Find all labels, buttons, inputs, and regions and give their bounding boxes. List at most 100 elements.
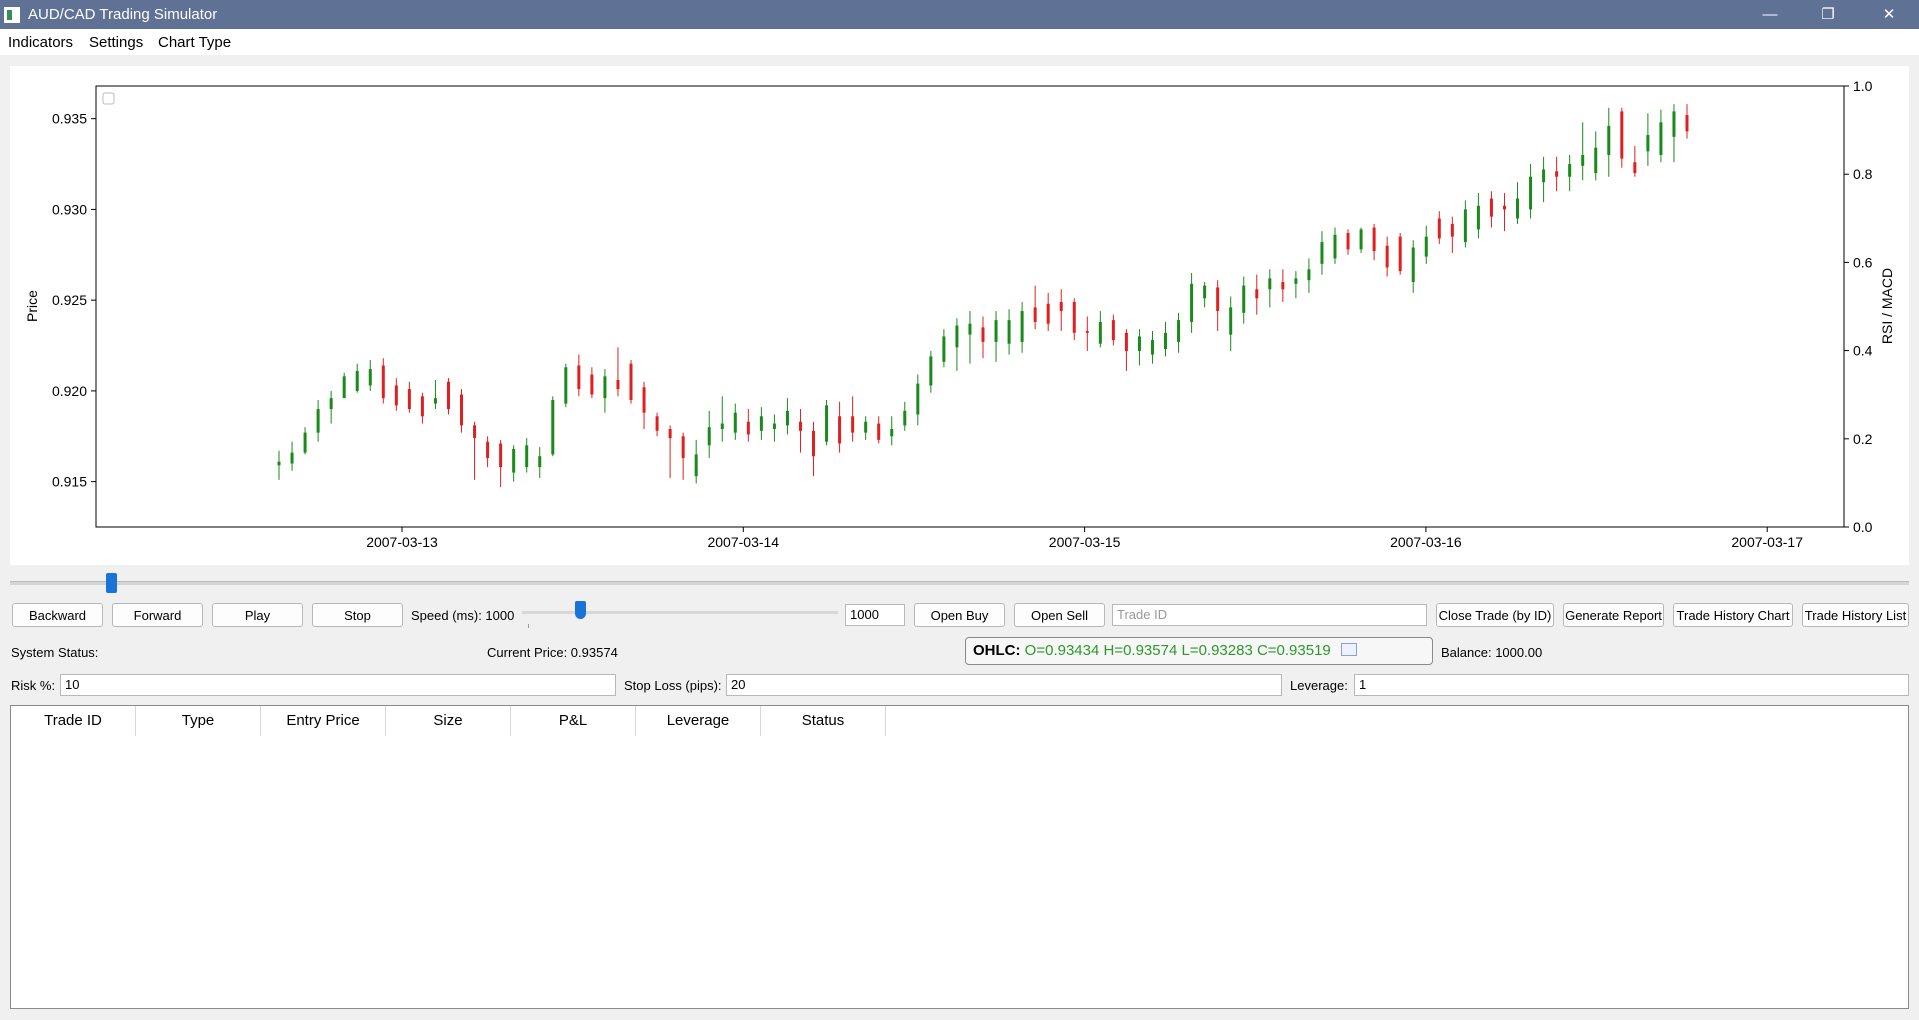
menu-chart-type[interactable]: Chart Type: [158, 34, 232, 51]
timeline-slider[interactable]: [10, 581, 1909, 585]
generate-report-button[interactable]: Generate Report: [1563, 603, 1664, 627]
trade-history-list-button[interactable]: Trade History List: [1802, 603, 1909, 627]
play-button[interactable]: Play: [212, 603, 303, 627]
candle-body: [890, 429, 894, 437]
candle-body: [1476, 205, 1480, 230]
leverage-label: Leverage:: [1290, 678, 1348, 693]
column-header-type[interactable]: Type: [136, 706, 261, 736]
candle-up: [538, 447, 542, 478]
column-header-leverage[interactable]: Leverage: [636, 706, 761, 736]
candle-body: [1542, 169, 1546, 183]
legend-checkbox[interactable]: [102, 92, 115, 105]
menu-settings[interactable]: Settings: [89, 34, 144, 51]
column-header-entry-price[interactable]: Entry Price: [261, 706, 386, 736]
trade-id-input[interactable]: Trade ID: [1112, 604, 1427, 626]
column-header-size[interactable]: Size: [386, 706, 511, 736]
candle-up: [277, 450, 281, 480]
trade-history-chart-button[interactable]: Trade History Chart: [1673, 603, 1793, 627]
candle-up: [785, 398, 789, 435]
candle-body: [1437, 218, 1441, 239]
candle-body: [1072, 301, 1076, 333]
candle-body: [342, 376, 346, 399]
candle-down: [798, 409, 802, 453]
candle-up: [1594, 131, 1598, 181]
candle-up: [1333, 227, 1337, 264]
candle-body: [1177, 320, 1181, 342]
speed-input[interactable]: 1000: [845, 604, 905, 626]
candle-up: [720, 396, 724, 442]
column-header-trade-id[interactable]: Trade ID: [11, 706, 136, 736]
close-trade-button[interactable]: Close Trade (by ID): [1436, 603, 1554, 627]
open-buy-button[interactable]: Open Buy: [914, 603, 1005, 627]
candle-up: [1646, 113, 1650, 166]
candle-up: [1307, 258, 1311, 293]
leverage-input[interactable]: 1: [1354, 674, 1909, 696]
candle-body: [825, 405, 829, 442]
backward-button[interactable]: Backward: [12, 603, 103, 627]
close-icon[interactable]: ✕: [1882, 6, 1896, 23]
candle-down: [1124, 329, 1128, 371]
minimize-icon[interactable]: —: [1762, 6, 1778, 23]
candlestick-chart: 0.915 0.920 0.925 0.930 0.935 0.0 0.2 0.4 0.6 0.…: [24, 78, 1895, 550]
timeline-slider-handle[interactable]: [106, 573, 117, 593]
candle-body: [1594, 147, 1598, 174]
candle-down: [420, 392, 424, 424]
candle-body: [733, 412, 737, 433]
candle-down: [681, 432, 685, 480]
candle-body: [1085, 331, 1089, 333]
speed-slider[interactable]: [522, 611, 838, 614]
candle-up: [1007, 309, 1011, 355]
candle-down: [981, 316, 985, 359]
candle-body: [1059, 301, 1063, 312]
y-tick-label: 0.930: [52, 201, 87, 217]
candle-body: [812, 430, 816, 457]
candle-down: [1489, 191, 1493, 228]
candle-body: [1581, 154, 1585, 166]
restore-icon[interactable]: ❐: [1821, 6, 1835, 23]
candle-down: [1346, 229, 1350, 255]
candle-down: [1085, 316, 1089, 351]
candle-body: [1333, 234, 1337, 259]
candle-down: [499, 439, 503, 488]
candle-down: [1633, 145, 1637, 177]
price-chart: 0.915 0.920 0.925 0.930 0.935 0.0 0.2 0.4 0.6 0.…: [10, 66, 1909, 565]
candle-up: [1268, 269, 1272, 308]
plot-frame: [95, 85, 1845, 528]
candle-body: [968, 323, 972, 335]
candle-body: [420, 396, 424, 417]
candle-body: [1307, 269, 1311, 281]
stop-button[interactable]: Stop: [312, 603, 403, 627]
column-header-pnl[interactable]: P&L: [511, 706, 636, 736]
current-price-label: Current Price: 0.93574: [487, 645, 618, 660]
candle-down: [642, 381, 646, 429]
candle-down: [1620, 107, 1624, 168]
stop-loss-input[interactable]: 20: [726, 674, 1282, 696]
candle-body: [655, 416, 659, 431]
candle-body: [1672, 111, 1676, 137]
candle-down: [407, 381, 411, 413]
candle-up: [1164, 321, 1168, 357]
candle-up: [1529, 164, 1533, 219]
candle-body: [499, 443, 503, 468]
speed-slider-handle[interactable]: [575, 601, 586, 619]
candle-body: [603, 376, 607, 399]
candle-body: [290, 452, 294, 464]
x-tick-label: 2007-03-16: [1390, 534, 1462, 550]
open-sell-button[interactable]: Open Sell: [1014, 603, 1105, 627]
candle-down: [668, 425, 672, 478]
candle-body: [1007, 320, 1011, 344]
candle-body: [629, 363, 633, 400]
risk-input[interactable]: 10: [60, 674, 616, 696]
y2-tick-label: 0.6: [1853, 254, 1873, 270]
candle-body: [694, 454, 698, 477]
candle-up: [551, 396, 555, 457]
candle-down: [1450, 216, 1454, 253]
menu-indicators[interactable]: Indicators: [8, 34, 74, 51]
candle-down: [838, 401, 842, 453]
candle-body: [707, 427, 711, 446]
forward-button[interactable]: Forward: [112, 603, 203, 627]
candle-up: [603, 369, 607, 413]
candle-up: [1476, 193, 1480, 239]
column-header-status[interactable]: Status: [761, 706, 886, 736]
candle-body: [368, 369, 372, 386]
